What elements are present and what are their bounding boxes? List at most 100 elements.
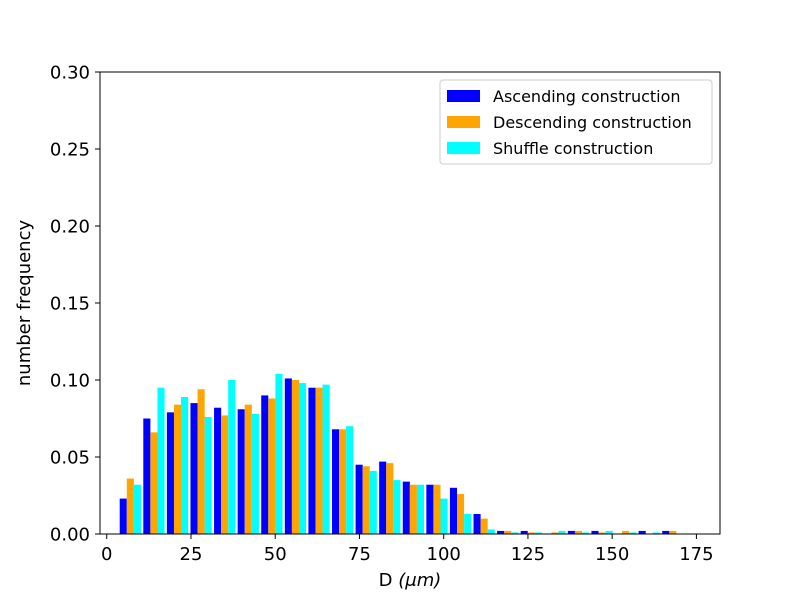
bar: [527, 532, 535, 534]
bar: [204, 416, 212, 534]
bar: [197, 389, 205, 534]
bar: [393, 480, 401, 534]
bar: [574, 530, 583, 534]
bar: [591, 530, 599, 534]
x-tick-label: 0: [101, 544, 112, 565]
bar: [284, 378, 292, 534]
bar: [605, 530, 613, 534]
y-axis-ticks: 0.00 0.05 0.10 0.15 0.20 0.25 0.30: [50, 63, 100, 546]
bar: [237, 409, 245, 534]
bar: [511, 532, 519, 534]
bar: [331, 429, 340, 534]
bar: [409, 484, 417, 534]
bar: [244, 404, 252, 534]
bar: [504, 530, 512, 534]
bar: [449, 487, 458, 534]
bar: [433, 484, 441, 534]
legend-box: [439, 79, 713, 165]
bar: [346, 426, 354, 534]
bar: [497, 530, 505, 534]
bar: [386, 463, 394, 534]
bar: [402, 481, 410, 534]
bar: [298, 383, 307, 534]
bar: [190, 403, 198, 534]
y-tick-label: 0.30: [50, 63, 90, 84]
y-tick-label: 0.20: [50, 217, 90, 238]
bar: [322, 384, 330, 534]
bar: [440, 498, 448, 534]
y-tick-label: 0.05: [50, 448, 90, 469]
bar: [662, 530, 670, 534]
bar: [291, 380, 299, 534]
bar: [133, 484, 141, 534]
bar: [551, 532, 559, 534]
bar: [157, 387, 165, 534]
bar: [369, 470, 377, 534]
bar: [629, 532, 637, 534]
bar: [119, 498, 127, 534]
bar: [261, 395, 269, 534]
bar: [567, 530, 575, 534]
bar: [534, 532, 542, 534]
bar: [173, 404, 182, 534]
bar: [315, 387, 323, 534]
bar: [251, 413, 259, 534]
x-tick-label: 50: [264, 544, 287, 565]
bar: [339, 429, 347, 534]
bar: [181, 396, 189, 534]
x-tick-label: 25: [180, 544, 203, 565]
bar: [166, 412, 174, 534]
bar: [480, 518, 488, 534]
bar: [268, 398, 276, 534]
x-tick-label: 100: [427, 544, 461, 565]
bar: [558, 530, 566, 534]
bar: [669, 530, 677, 534]
bar: [416, 484, 424, 534]
y-axis-title: number frequency: [14, 220, 35, 387]
bar: [228, 380, 236, 534]
x-axis-ticks: 0 25 50 75 100 125 150 175: [101, 534, 714, 565]
bar: [622, 530, 630, 534]
x-tick-label: 150: [595, 544, 629, 565]
series-3-bars: [133, 373, 660, 534]
bar: [362, 466, 370, 534]
bar: [638, 530, 646, 534]
bar: [150, 432, 158, 534]
x-tick-label: 125: [511, 544, 545, 565]
y-tick-label: 0.15: [50, 294, 90, 315]
legend-label: Descending construction: [493, 113, 692, 132]
series-2-bars: [126, 380, 677, 534]
legend: Ascending construction Descending constr…: [439, 79, 713, 165]
bar: [426, 484, 434, 534]
legend-label: Ascending construction: [493, 87, 681, 106]
bar: [355, 464, 363, 534]
legend-swatch: [447, 116, 480, 128]
bar: [520, 530, 528, 534]
x-axis-title: D (μm): [379, 570, 442, 591]
x-axis-label: D: [379, 570, 393, 591]
bar: [473, 513, 481, 534]
legend-label: Shuffle construction: [493, 139, 653, 158]
bar: [652, 532, 660, 534]
bar: [457, 493, 465, 534]
bar: [143, 418, 151, 534]
legend-swatch: [447, 90, 480, 102]
y-tick-label: 0.25: [50, 140, 90, 161]
series-1-bars: [119, 378, 670, 534]
x-tick-label: 175: [679, 544, 713, 565]
bar: [221, 415, 229, 534]
bar: [582, 532, 590, 534]
bar: [308, 387, 316, 534]
y-tick-label: 0.10: [50, 371, 90, 392]
bar: [464, 513, 472, 534]
x-tick-label: 75: [348, 544, 371, 565]
bar: [275, 373, 283, 534]
bar: [126, 478, 134, 534]
legend-swatch: [447, 142, 480, 154]
bar: [487, 529, 495, 534]
bar: [214, 407, 222, 534]
y-tick-label: 0.00: [50, 525, 90, 546]
bar: [598, 532, 606, 534]
